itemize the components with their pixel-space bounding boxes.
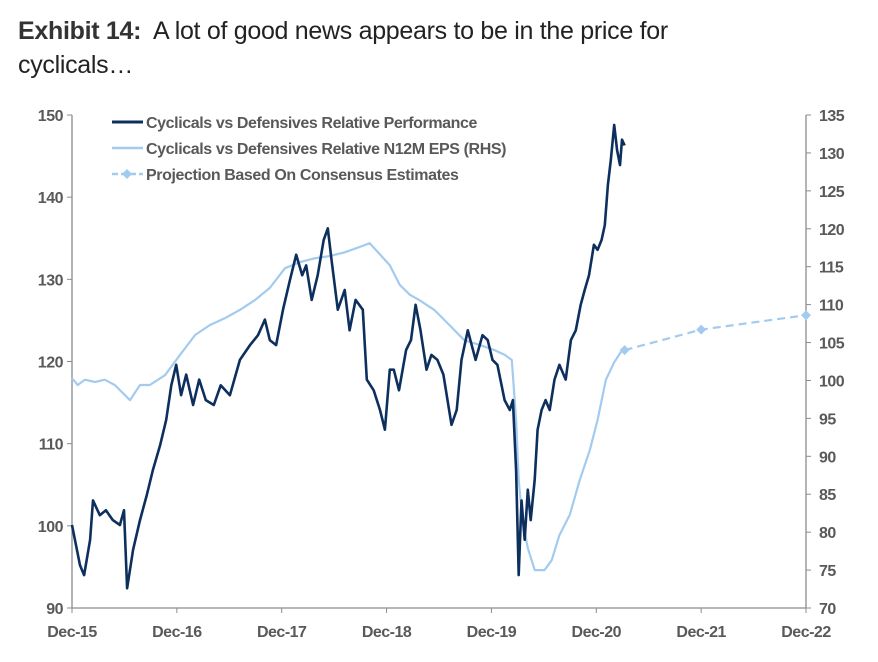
left-tick-label: 120 bbox=[38, 355, 64, 372]
right-tick-label: 95 bbox=[819, 411, 836, 428]
right-tick-label: 90 bbox=[819, 449, 836, 466]
left-tick-label: 90 bbox=[46, 601, 63, 618]
exhibit-label: Exhibit 14: bbox=[18, 17, 142, 45]
left-tick-label: 110 bbox=[39, 437, 64, 454]
x-tick-label: Dec-17 bbox=[257, 624, 307, 641]
x-tick-label: Dec-16 bbox=[152, 624, 202, 641]
legend-label-eps: Cyclicals vs Defensives Relative N12M EP… bbox=[146, 141, 506, 158]
x-tick-label: Dec-20 bbox=[572, 624, 622, 641]
left-tick-label: 130 bbox=[38, 272, 64, 289]
x-tick-label: Dec-21 bbox=[676, 624, 726, 641]
right-tick-label: 110 bbox=[819, 298, 844, 315]
legend-label-projection: Projection Based On Consensus Estimates bbox=[146, 167, 459, 184]
right-tick-label: 130 bbox=[819, 146, 845, 163]
x-tick-label: Dec-19 bbox=[467, 624, 517, 641]
x-tick-label: Dec-22 bbox=[781, 624, 831, 641]
projection-marker bbox=[619, 345, 630, 356]
left-tick-label: 140 bbox=[38, 190, 64, 207]
legend-marker-projection bbox=[122, 169, 132, 179]
right-tick-label: 100 bbox=[819, 373, 845, 390]
legend-label-performance: Cyclicals vs Defensives Relative Perform… bbox=[146, 115, 478, 132]
right-tick-label: 135 bbox=[819, 108, 845, 125]
series-line-projection bbox=[624, 314, 807, 352]
series-line-eps bbox=[71, 242, 623, 572]
chart-title: Exhibit 14: A lot of good news appears t… bbox=[18, 14, 778, 82]
projection-marker bbox=[696, 324, 707, 335]
left-tick-label: 100 bbox=[38, 519, 64, 536]
right-tick-label: 70 bbox=[819, 601, 836, 618]
right-tick-label: 85 bbox=[819, 487, 836, 504]
left-tick-label: 150 bbox=[38, 108, 64, 125]
series-line-performance bbox=[70, 123, 626, 590]
legend: Cyclicals vs Defensives Relative Perform… bbox=[112, 115, 507, 184]
axes: 90 100 110 120 130 140 150 70 75 80 85 90 95 100 105 11… bbox=[38, 108, 846, 641]
x-tick-label: Dec-18 bbox=[362, 624, 412, 641]
right-tick-label: 75 bbox=[819, 563, 836, 580]
x-tick-label: Dec-15 bbox=[47, 624, 97, 641]
series-lines bbox=[70, 123, 811, 590]
right-tick-label: 115 bbox=[819, 260, 844, 277]
right-tick-label: 80 bbox=[819, 525, 836, 542]
right-tick-label: 125 bbox=[819, 184, 845, 201]
projection-marker bbox=[801, 310, 811, 321]
title-text: A lot of good news appears to be in the … bbox=[18, 17, 668, 79]
right-tick-label: 105 bbox=[819, 336, 845, 353]
right-tick-label: 120 bbox=[819, 222, 845, 239]
